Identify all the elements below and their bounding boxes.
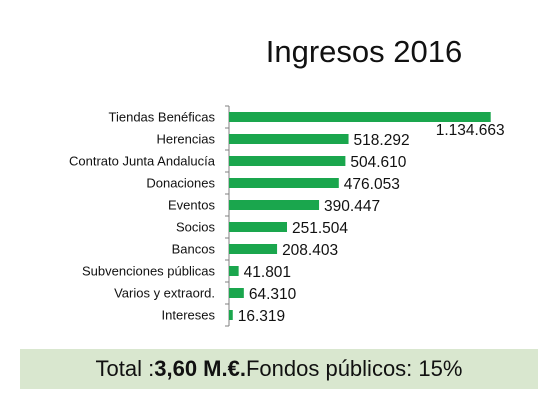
bar-value-label: 251.504 xyxy=(292,220,348,237)
bar xyxy=(229,134,349,144)
total-summary-box: Total : 3,60 M.€. Fondos públicos: 15% xyxy=(20,349,538,389)
total-value: 3,60 M.€. xyxy=(154,356,246,381)
category-tick-label: Tiendas Benéficas xyxy=(109,110,216,125)
bar-value-label: 208.403 xyxy=(282,242,338,259)
public-funds-share: Fondos públicos: 15% xyxy=(245,356,463,381)
category-tick-label: Eventos xyxy=(168,198,215,213)
bar-marks: Tiendas Benéficas 1.134.663 Herencias 518.2… xyxy=(69,105,505,327)
bar-value-label: 1.134.663 xyxy=(436,122,505,139)
chart-title: Ingresos 2016 xyxy=(266,34,462,69)
bar xyxy=(229,156,346,166)
category-tick-label: Contrato Junta Andalucía xyxy=(69,154,216,169)
bar xyxy=(229,200,320,210)
category-tick-label: Varios y extraord. xyxy=(114,286,215,301)
bar xyxy=(229,310,233,320)
bar xyxy=(229,178,339,188)
bar-value-label: 518.292 xyxy=(354,132,410,149)
bar-value-label: 390.447 xyxy=(324,198,380,215)
bar-value-label: 476.053 xyxy=(344,176,400,193)
category-tick-label: Donaciones xyxy=(146,176,215,191)
bar xyxy=(229,288,244,298)
category-tick-label: Intereses xyxy=(162,308,216,323)
bar xyxy=(229,112,491,122)
bar-value-label: 16.319 xyxy=(238,308,285,325)
category-tick-label: Socios xyxy=(176,220,216,235)
category-tick-label: Herencias xyxy=(156,132,215,147)
category-tick-label: Bancos xyxy=(172,242,216,257)
bar xyxy=(229,266,239,276)
bar-value-label: 41.801 xyxy=(244,264,291,281)
bar xyxy=(229,244,278,254)
category-tick-label: Subvenciones públicas xyxy=(82,264,215,279)
total-prefix: Total : xyxy=(95,356,155,381)
bar-value-label: 504.610 xyxy=(350,154,406,171)
bar xyxy=(229,222,288,232)
bar-value-label: 64.310 xyxy=(249,286,297,303)
